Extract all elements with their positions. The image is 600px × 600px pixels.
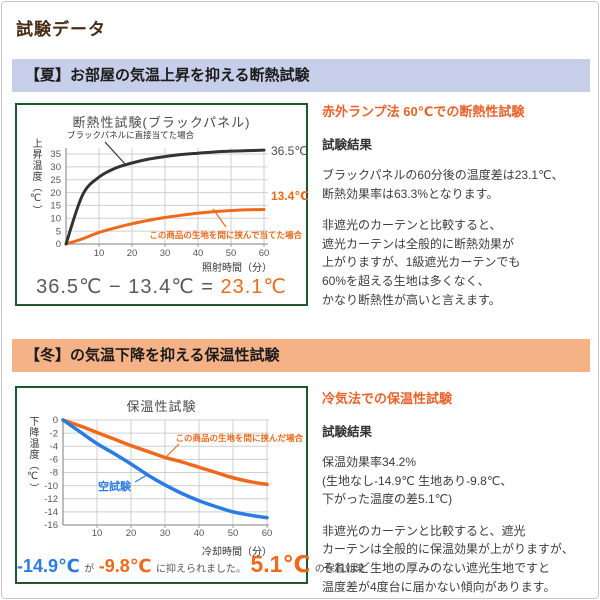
winter-paragraph-1: 保温効果率34.2% (生地なし-14.9℃ 生地あり-9.8℃、 下がった温度…: [322, 455, 513, 507]
svg-text:-12: -12: [44, 494, 58, 505]
x-axis-title: 冷却時間（分）: [202, 547, 272, 558]
particle: が: [84, 564, 95, 575]
y-axis-title: 上昇温度（℃）: [30, 138, 41, 216]
svg-text:-2: -2: [50, 428, 58, 439]
svg-text:50: 50: [228, 528, 239, 539]
svg-text:20: 20: [127, 248, 138, 259]
formula-minuend: 36.5℃: [36, 276, 103, 298]
svg-text:15: 15: [50, 201, 61, 212]
svg-text:-14: -14: [44, 507, 58, 518]
svg-text:5: 5: [56, 226, 61, 237]
winter-heat-retention-chart: 保温性試験 0 -2 -4 -6 -8 -10 -12 -14 -16 10 20 30 40 50 60 …: [15, 386, 365, 584]
blank-test-value: -14.9℃: [17, 556, 80, 576]
series-annotation-fabric: この商品の生地を間に挟んだ場合: [175, 433, 303, 443]
chart-canvas: 0 -2 -4 -6 -8 -10 -12 -14 -16 10 20 30 40 50 60: [44, 415, 273, 539]
svg-text:10: 10: [50, 213, 61, 224]
svg-text:-4: -4: [50, 441, 58, 452]
formula-equals: =: [201, 276, 214, 298]
end-value-fabric: 13.4℃: [271, 189, 309, 203]
chart-title: 断熱性試験(ブラックパネル): [72, 115, 251, 130]
series-annotation-blank-test: 空試験: [98, 481, 131, 493]
winter-result-text: 冷気法での保温性試験 試験結果 保温効果率34.2% (生地なし-14.9℃ 生…: [322, 388, 594, 598]
svg-text:10: 10: [92, 528, 103, 539]
winter-result-label: 試験結果: [322, 425, 373, 439]
svg-text:40: 40: [193, 248, 204, 259]
svg-text:0: 0: [53, 415, 58, 426]
formula-result: 23.1℃: [220, 276, 287, 298]
summer-result-label: 試験結果: [322, 138, 373, 152]
svg-text:25: 25: [50, 175, 61, 186]
formula-subtrahend: 13.4℃: [128, 276, 195, 298]
svg-text:35: 35: [50, 149, 61, 160]
svg-text:-16: -16: [44, 520, 58, 531]
svg-text:60: 60: [259, 248, 270, 259]
svg-text:20: 20: [50, 188, 61, 199]
svg-text:30: 30: [50, 162, 61, 173]
summer-insulation-chart: 断熱性試験(ブラックパネル) 0 5 10 15 20 25 30 35 10 20 30 40 50 6…: [15, 103, 309, 306]
temperature-difference-formula: 36.5℃ − 13.4℃ = 23.1℃: [17, 274, 306, 299]
summer-result-heading: 赤外ランプ法 60℃での断熱性試験: [322, 104, 525, 119]
summer-paragraph-2: 非遮光のカーテンと比較すると、 遮光カーテンは全般的に断熱効果が 上がりますが、…: [322, 218, 521, 307]
difference-value: 5.1℃: [250, 551, 311, 577]
svg-text:40: 40: [194, 528, 205, 539]
y-axis-title: 下降温度（℃）: [27, 416, 38, 494]
heat-retention-summary: -14.9℃ が -9.8℃ に抑えられました。 5.1℃ の保温効果: [17, 551, 365, 578]
series-annotation-black-panel: ブラックパネルに直接当てた場合: [67, 130, 195, 140]
end-value-direct: 36.5℃: [271, 144, 308, 158]
svg-text:-10: -10: [44, 481, 58, 492]
svg-text:-6: -6: [50, 455, 58, 466]
winter-section-header: 【冬】の気温下降を抑える保温性試験: [12, 339, 590, 372]
suppressed-text: に抑えられました。: [156, 564, 247, 575]
formula-minus: −: [109, 276, 122, 298]
x-axis-title: 照射時間（分）: [202, 263, 272, 274]
series-annotation-fabric: この商品の生地を間に挟んで当てた場合: [149, 230, 302, 240]
summer-section-header: 【夏】お部屋の気温上昇を抑える断熱試験: [12, 59, 590, 92]
effect-text: の保温効果: [314, 564, 365, 575]
winter-result-heading: 冷気法での保温性試験: [322, 391, 453, 406]
chart-title: 保温性試験: [126, 399, 197, 414]
svg-text:20: 20: [126, 528, 137, 539]
svg-text:-8: -8: [50, 468, 58, 479]
svg-text:50: 50: [226, 248, 237, 259]
page-title: 試験データ: [16, 20, 106, 39]
fabric-value: -9.8℃: [98, 556, 152, 576]
summer-result-text: 赤外ランプ法 60℃での断熱性試験 試験結果 ブラックパネルの60分後の温度差は…: [322, 101, 594, 322]
svg-text:30: 30: [160, 248, 171, 259]
svg-text:0: 0: [56, 239, 61, 250]
summer-paragraph-1: ブラックパネルの60分後の温度差は23.1℃、 断熱効果率は63.3%となります…: [322, 168, 564, 201]
svg-text:10: 10: [94, 248, 105, 259]
winter-paragraph-2: 非遮光のカーテンと比較すると、遮光 カーテンは全般的に保温効果が上がりますが、 …: [322, 523, 574, 594]
svg-text:60: 60: [262, 528, 273, 539]
svg-text:30: 30: [160, 528, 171, 539]
